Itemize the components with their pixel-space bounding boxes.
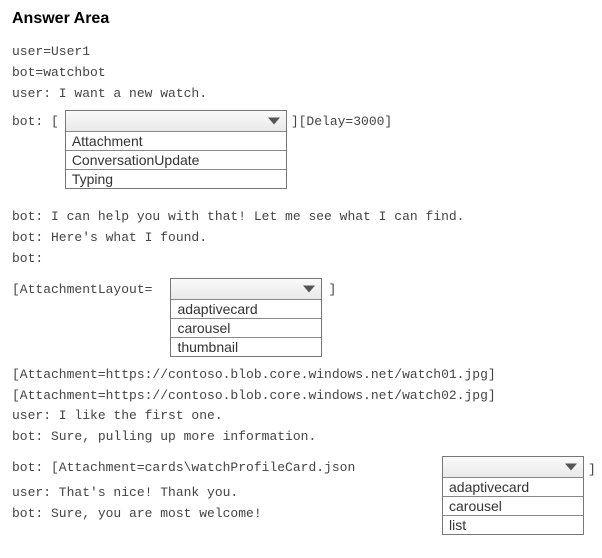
attachment-line-1: [Attachment=https://contoso.blob.core.wi… — [12, 365, 590, 386]
row2-suffix: ] — [328, 278, 336, 301]
row2-prefix: [AttachmentLayout= — [12, 278, 152, 301]
assign-user: user=User1 — [12, 42, 590, 63]
dropdown-options: adaptivecard carousel thumbnail — [171, 300, 321, 356]
user-line-1: user: I want a new watch. — [12, 84, 590, 105]
option-conversationupdate[interactable]: ConversationUpdate — [66, 150, 286, 169]
bot-line-empty: bot: — [12, 249, 590, 270]
attachment-layout-dropdown[interactable]: adaptivecard carousel thumbnail — [170, 278, 322, 357]
option-adaptivecard[interactable]: adaptivecard — [171, 300, 321, 318]
chevron-down-icon — [303, 285, 315, 292]
attachment-line-2: [Attachment=https://contoso.blob.core.wi… — [12, 386, 590, 407]
row1-suffix: ][Delay=3000] — [291, 110, 392, 133]
dropdown-selected[interactable] — [443, 457, 583, 478]
assign-bot: bot=watchbot — [12, 63, 590, 84]
bot-line-help: bot: I can help you with that! Let me se… — [12, 207, 590, 228]
row1-prefix: bot: [ — [12, 110, 59, 133]
script-header: user=User1 bot=watchbot user: I want a n… — [12, 42, 590, 104]
dropdown-options: adaptivecard carousel list — [443, 478, 583, 534]
row3-suffix: ] — [588, 458, 596, 481]
option-thumbnail[interactable]: thumbnail — [171, 337, 321, 356]
attachment-layout-row: [AttachmentLayout= adaptivecard carousel… — [12, 278, 590, 357]
option-attachment[interactable]: Attachment — [66, 132, 286, 150]
option-carousel-2[interactable]: carousel — [443, 496, 583, 515]
bot-line-pulling: bot: Sure, pulling up more information. — [12, 427, 590, 448]
chevron-down-icon — [268, 118, 280, 125]
option-carousel[interactable]: carousel — [171, 318, 321, 337]
page-title: Answer Area — [12, 10, 590, 28]
content-type-dropdown[interactable]: adaptivecard carousel list — [442, 456, 584, 535]
final-block: bot: [Attachment=cards\watchProfileCard.… — [12, 456, 590, 524]
dropdown-selected[interactable] — [66, 111, 286, 132]
bot-dropdown-row-1: bot: [ Attachment ConversationUpdate Typ… — [12, 110, 590, 189]
dropdown-selected[interactable] — [171, 279, 321, 300]
bot-line-found: bot: Here's what I found. — [12, 228, 590, 249]
option-typing[interactable]: Typing — [66, 169, 286, 188]
user-line-2: user: I like the first one. — [12, 406, 590, 427]
chevron-down-icon — [565, 463, 577, 470]
option-adaptivecard-2[interactable]: adaptivecard — [443, 478, 583, 496]
activity-type-dropdown[interactable]: Attachment ConversationUpdate Typing — [65, 110, 287, 189]
dropdown-options: Attachment ConversationUpdate Typing — [66, 132, 286, 188]
option-list[interactable]: list — [443, 515, 583, 534]
bot-mid-lines: bot: I can help you with that! Let me se… — [12, 207, 590, 269]
row3-line: bot: [Attachment=cards\watchProfileCard.… — [12, 456, 355, 479]
after-layout-lines: [Attachment=https://contoso.blob.core.wi… — [12, 365, 590, 448]
